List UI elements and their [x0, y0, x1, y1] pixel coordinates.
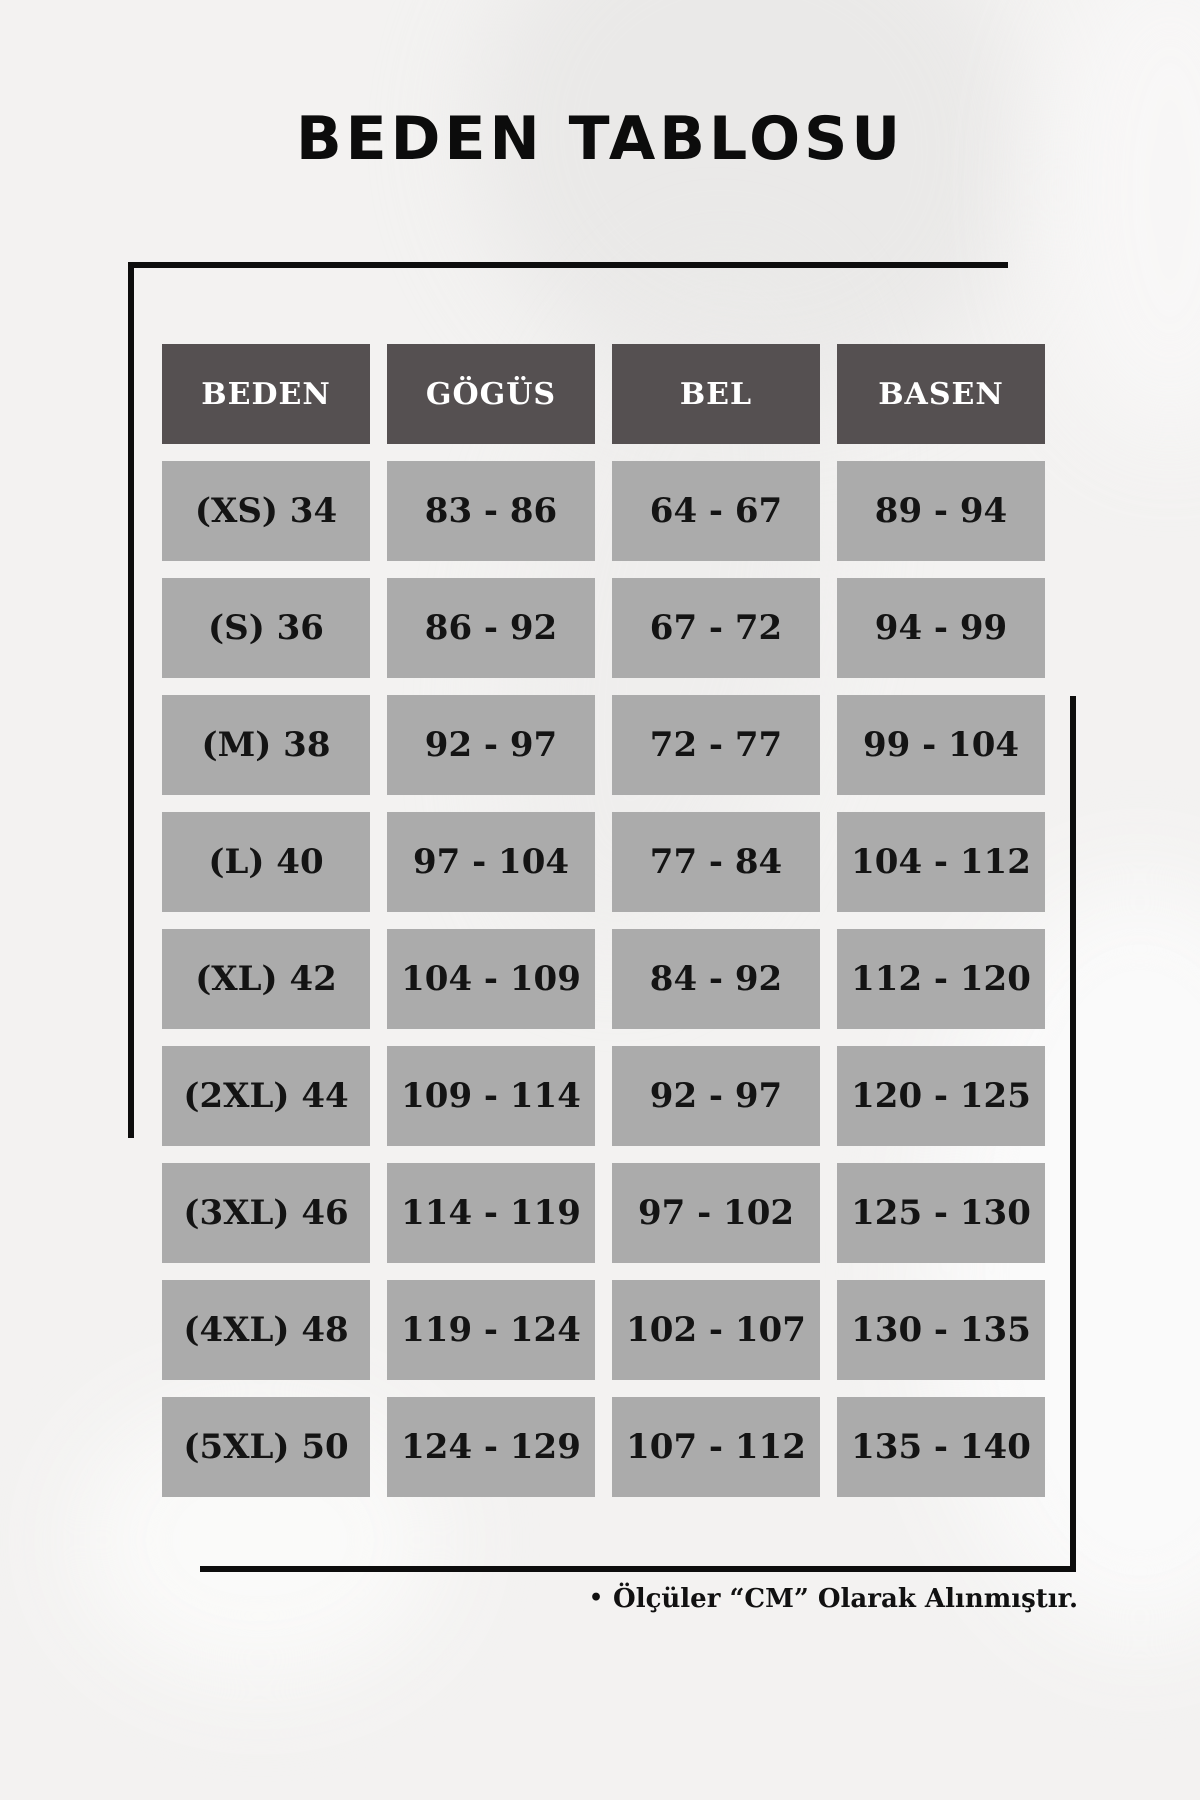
table-cell-size: (3XL) 46 — [162, 1163, 370, 1263]
table-cell-chest: 124 - 129 — [387, 1397, 595, 1497]
table-cell-size: (L) 40 — [162, 812, 370, 912]
table-cell-hip: 135 - 140 — [837, 1397, 1045, 1497]
table-cell-hip: 125 - 130 — [837, 1163, 1045, 1263]
table-cell-waist: 92 - 97 — [612, 1046, 820, 1146]
table-cell-chest: 109 - 114 — [387, 1046, 595, 1146]
table-cell-waist: 67 - 72 — [612, 578, 820, 678]
decorative-bracket-line-left — [128, 262, 134, 1138]
table-cell-hip: 104 - 112 — [837, 812, 1045, 912]
table-cell-chest: 104 - 109 — [387, 929, 595, 1029]
decorative-bracket-line-bottom — [200, 1566, 1076, 1572]
table-cell-hip: 99 - 104 — [837, 695, 1045, 795]
table-cell-waist: 72 - 77 — [612, 695, 820, 795]
table-cell-hip: 89 - 94 — [837, 461, 1045, 561]
size-table: BEDEN GÖGÜS BEL BASEN (XS) 34 83 - 86 64… — [162, 344, 1045, 1497]
table-cell-size: (XS) 34 — [162, 461, 370, 561]
table-cell-hip: 112 - 120 — [837, 929, 1045, 1029]
column-header-gogus: GÖGÜS — [387, 344, 595, 444]
decorative-bracket-line-right — [1070, 696, 1076, 1572]
table-cell-chest: 97 - 104 — [387, 812, 595, 912]
table-cell-hip: 120 - 125 — [837, 1046, 1045, 1146]
table-cell-waist: 77 - 84 — [612, 812, 820, 912]
background-watermark — [1040, 0, 1200, 440]
table-cell-size: (S) 36 — [162, 578, 370, 678]
table-cell-waist: 97 - 102 — [612, 1163, 820, 1263]
table-cell-waist: 107 - 112 — [612, 1397, 820, 1497]
table-cell-chest: 83 - 86 — [387, 461, 595, 561]
bullet-icon: • — [588, 1585, 604, 1611]
column-header-basen: BASEN — [837, 344, 1045, 444]
column-header-bel: BEL — [612, 344, 820, 444]
table-cell-size: (5XL) 50 — [162, 1397, 370, 1497]
table-cell-waist: 84 - 92 — [612, 929, 820, 1029]
table-cell-hip: 94 - 99 — [837, 578, 1045, 678]
column-header-beden: BEDEN — [162, 344, 370, 444]
table-cell-size: (2XL) 44 — [162, 1046, 370, 1146]
table-cell-size: (XL) 42 — [162, 929, 370, 1029]
table-cell-chest: 86 - 92 — [387, 578, 595, 678]
decorative-bracket-line-top — [128, 262, 1008, 268]
page-title: BEDEN TABLOSU — [295, 104, 905, 174]
table-cell-size: (M) 38 — [162, 695, 370, 795]
units-note: • Ölçüler “CM” Olarak Alınmıştır. — [589, 1584, 1078, 1614]
table-cell-waist: 64 - 67 — [612, 461, 820, 561]
table-cell-waist: 102 - 107 — [612, 1280, 820, 1380]
table-cell-chest: 119 - 124 — [387, 1280, 595, 1380]
table-cell-chest: 92 - 97 — [387, 695, 595, 795]
table-cell-chest: 114 - 119 — [387, 1163, 595, 1263]
table-cell-hip: 130 - 135 — [837, 1280, 1045, 1380]
table-cell-size: (4XL) 48 — [162, 1280, 370, 1380]
units-note-text: Ölçüler “CM” Olarak Alınmıştır. — [613, 1584, 1078, 1614]
